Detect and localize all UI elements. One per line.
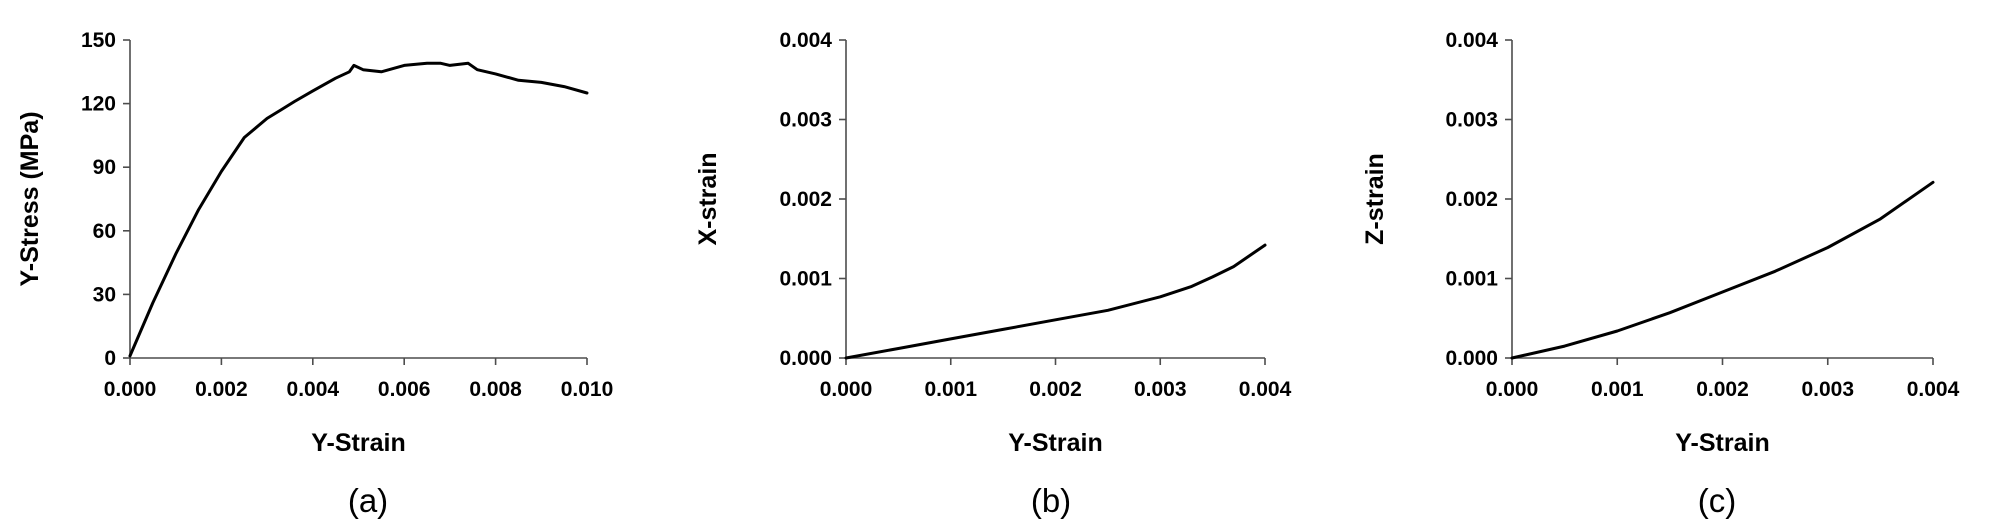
y-tick-label: 0.000: [1445, 347, 1498, 370]
y-tick-label: 60: [93, 220, 116, 243]
x-tick-label: 0.008: [469, 378, 522, 401]
y-axis-title: Z-strain: [1361, 153, 1389, 245]
panel-caption: (c): [1698, 482, 1736, 519]
y-tick-label: 0.002: [779, 188, 832, 211]
x-tick-label: 0.001: [1591, 378, 1644, 401]
y-tick-label: 90: [93, 156, 116, 179]
x-tick-label: 0.001: [924, 378, 977, 401]
x-tick-label: 0.003: [1134, 378, 1187, 401]
chart-panel: 0.000 0.001 0.002 0.003 0.004 0.000 0.001 0.002…: [1361, 29, 1960, 519]
y-tick-label: 0: [104, 347, 116, 370]
y-tick-label: 120: [81, 93, 116, 116]
y-tick-label: 0.004: [779, 29, 832, 52]
x-tick-label: 0.002: [1696, 378, 1749, 401]
x-axis-title: Y-Strain: [311, 429, 405, 457]
x-tick-label: 0.000: [104, 378, 157, 401]
y-tick-label: 0.002: [1445, 188, 1498, 211]
x-tick-label: 0.004: [1239, 378, 1292, 401]
x-tick-label: 0.010: [561, 378, 614, 401]
y-tick-label: 0.004: [1445, 29, 1498, 52]
y-tick-label: 0.001: [1445, 268, 1498, 291]
x-tick-label: 0.006: [378, 378, 431, 401]
y-tick-label: 30: [93, 283, 116, 306]
x-tick-label: 0.002: [195, 378, 248, 401]
panel-caption: (b): [1031, 482, 1071, 519]
x-axis-title: Y-Strain: [1675, 429, 1769, 457]
x-tick-label: 0.002: [1029, 378, 1082, 401]
x-tick-label: 0.004: [1907, 378, 1960, 401]
y-tick-label: 150: [81, 29, 116, 52]
y-tick-label: 0.003: [1445, 109, 1498, 132]
panel-caption: (a): [348, 482, 388, 519]
x-axis-title: Y-Strain: [1008, 429, 1102, 457]
chart-panel: 0 30 60 90 120 150 0.000 0.002 0.004 0.006 0.008 0.…: [16, 29, 613, 519]
y-tick-label: 0.001: [779, 268, 832, 291]
y-tick-label: 0.000: [779, 347, 832, 370]
x-tick-label: 0.000: [820, 378, 873, 401]
x-tick-label: 0.004: [287, 378, 340, 401]
data-series-line: [128, 61, 589, 358]
y-axis-title: X-strain: [694, 152, 722, 245]
data-series-line: [1510, 180, 1935, 360]
x-tick-label: 0.003: [1801, 378, 1854, 401]
data-series-line: [844, 243, 1267, 360]
chart-panel: 0.000 0.001 0.002 0.003 0.004 0.000 0.001 0.002…: [694, 29, 1292, 519]
x-tick-label: 0.000: [1486, 378, 1539, 401]
y-tick-label: 0.003: [779, 109, 832, 132]
y-axis-title: Y-Stress (MPa): [16, 111, 44, 286]
